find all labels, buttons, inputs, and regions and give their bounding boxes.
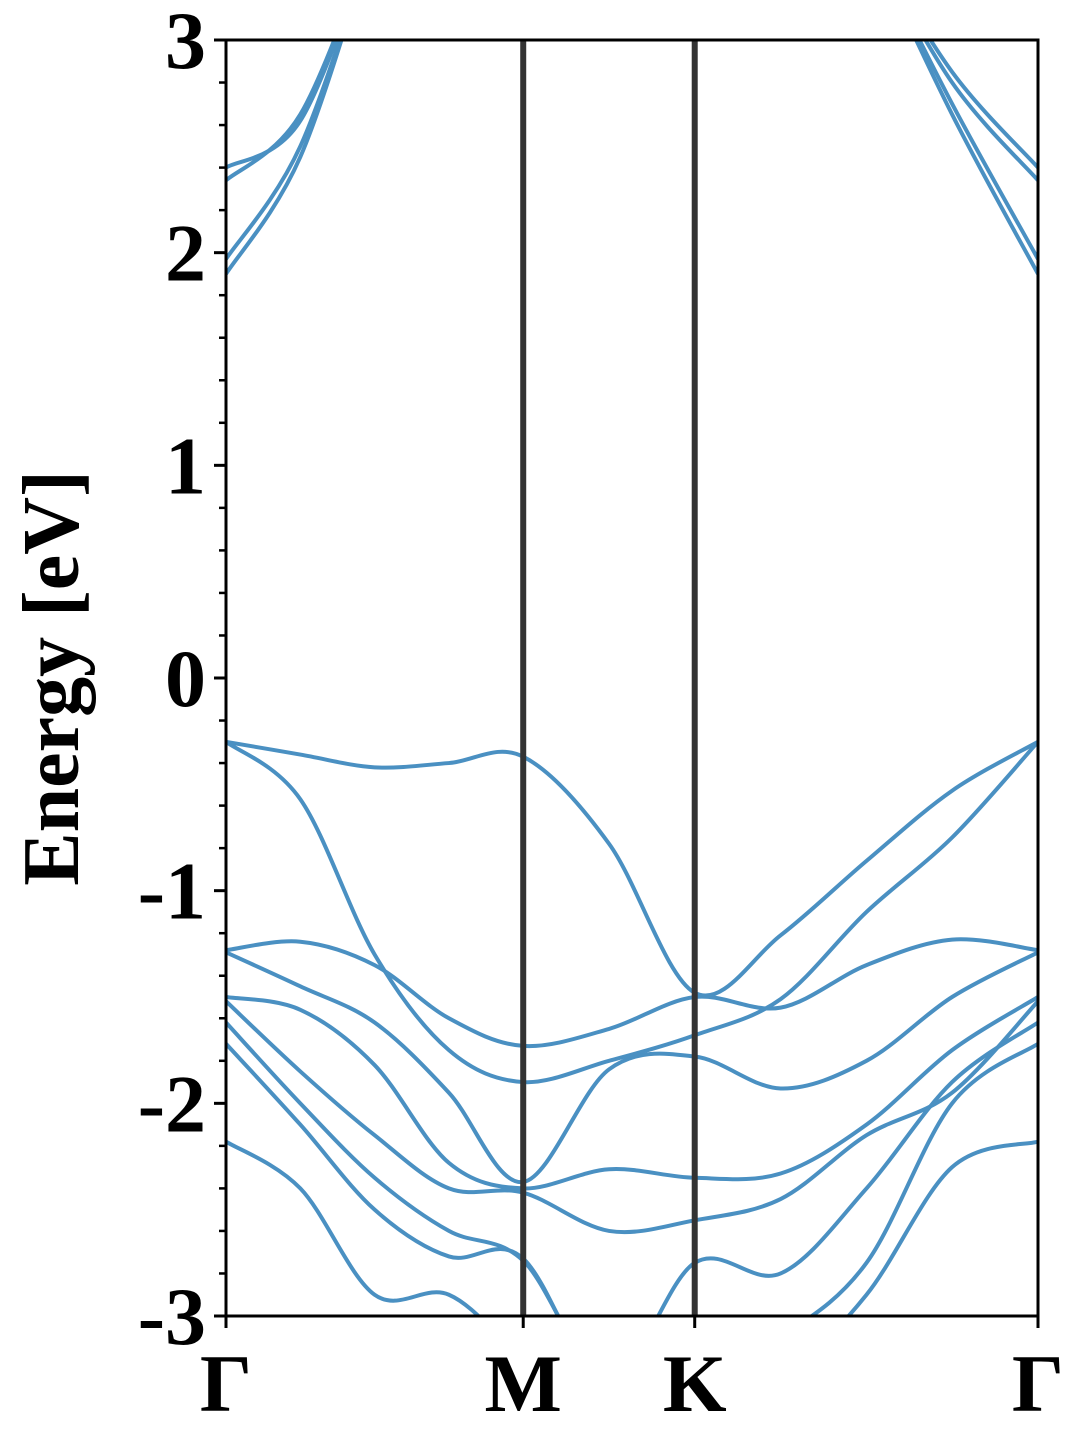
y-tick-label: -2 [138,1058,206,1149]
band-line [226,1139,1038,1316]
band-line [226,40,1038,182]
band-line [226,995,1038,1191]
band-line [226,40,1038,276]
x-tick-label: M [485,1338,562,1429]
band-line [226,40,1038,170]
x-tick-label: Γ [1012,1338,1064,1429]
y-tick-label: -1 [138,846,206,937]
band-line [226,999,1038,1235]
y-tick-label: -3 [138,1271,206,1362]
y-tick-label: 3 [165,0,206,86]
x-tick-label: K [663,1338,727,1429]
band-line [226,1042,1038,1316]
band-line [226,739,1038,998]
band-line [226,40,1038,261]
plot-area [226,40,1038,1316]
x-tick-label: Γ [200,1338,252,1429]
band-line [226,740,1038,1085]
band-line [226,950,1038,1185]
y-axis-label: Energy [eV] [8,470,96,885]
band-line [226,1020,1038,1316]
band-line [226,937,1038,1049]
y-tick-label: 0 [165,633,206,724]
y-tick-label: 1 [165,420,206,511]
y-tick-label: 2 [165,208,206,299]
